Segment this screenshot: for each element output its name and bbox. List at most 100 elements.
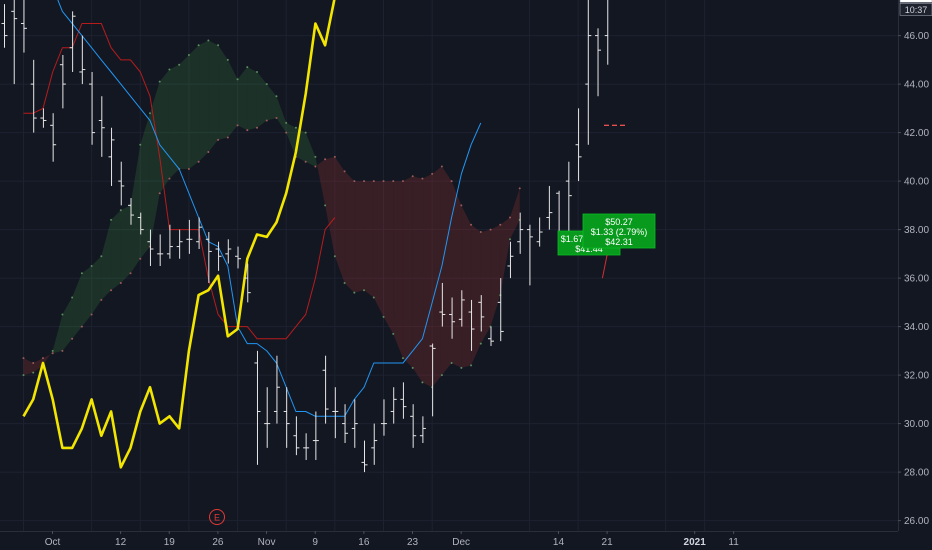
price-axis[interactable]: USD26.0028.0030.0032.0034.0036.0038.0040… [898,0,932,550]
last-price-label[interactable]: 47.62 10:37 [899,0,932,16]
ohlc-bar [312,411,319,460]
cloud-segment-bearish [510,188,520,240]
price-tick-label: 28.00 [904,468,929,479]
tenkan-line [57,0,482,417]
time-tick-label: 26 [212,537,224,548]
span-b-dot [421,177,424,180]
price-tick-label: 34.00 [904,322,929,333]
ohlc-bar [303,433,310,460]
ohlc-bars [1,0,609,473]
span-b-dot [256,126,259,129]
ohlc-bar [40,108,47,128]
span-b-dot [100,298,103,301]
span-a-dot [71,296,74,299]
ohlc-bar [30,59,37,133]
ohlc-bar [468,299,475,351]
time-tick-label: 16 [358,537,370,548]
ohlc-bar [585,0,592,145]
span-a-dot [100,255,103,258]
cloud-segment-bullish [179,55,189,169]
time-tick-label: Dec [452,537,470,548]
span-a-dot [178,63,181,66]
span-b-dot [382,180,385,183]
cloud-segment-bearish [383,181,394,334]
span-a-dot [265,83,268,86]
span-b-dot [372,180,375,183]
span-a-dot [32,371,35,374]
span-b-dot [499,223,502,226]
ohlc-bar [536,217,543,247]
span-a-dot [246,66,249,69]
span-b-dot [333,155,336,158]
span-b-dot [509,216,511,219]
ohlc-bar [604,0,609,65]
span-b-dot [304,160,307,163]
time-tick-label: 11 [728,537,739,548]
cloud-segment-bearish [471,224,481,366]
last-price-bg [899,0,932,3]
ohlc-bar [137,212,144,235]
price-tick-label: 40.00 [904,177,929,188]
span-b-dot [119,281,122,284]
cloud-segment-bearish [432,166,442,388]
ohlc-bar [517,212,524,254]
ohlc-bar [380,399,387,436]
ohlc-bar [20,0,27,53]
cloud-segment-bullish [286,122,296,157]
ohlc-bar [565,161,572,242]
span-a-dot [207,39,210,42]
cloud-segment-bearish [461,205,472,368]
span-a-dot [363,289,366,292]
ohlc-bar [244,263,251,303]
ohlc-bar [79,35,86,85]
span-b-dot [324,158,327,161]
cloud-segment-bearish [373,181,384,317]
cloud-segment-bullish [169,64,180,179]
span-b-dot [71,337,74,340]
span-b-dot [411,175,414,178]
cloud-segment-bearish [33,358,43,373]
ohlc-bar [283,387,290,448]
ohlc-bar [205,232,212,283]
time-tick-label: Nov [258,537,276,548]
price-tick-label: 36.00 [904,274,929,285]
span-a-dot [51,349,54,352]
ohlc-bar [400,382,407,419]
earnings-marker[interactable]: E [209,509,225,525]
time-axis[interactable]: Oct 12 19 26 Nov 9 16 23 Dec 14 21 2021 11 [0,531,898,550]
ohlc-bar [196,217,203,249]
cloud-segment-bearish [325,156,335,257]
price-tick-label: 30.00 [904,419,929,430]
span-a-dot [304,131,307,134]
span-a-dot [168,68,171,71]
cloud-segment-bearish [23,358,34,376]
span-a-dot [294,126,297,129]
span-b-dot [343,170,346,173]
cloud-segment-bearish [364,181,374,298]
time-axis-bg [0,531,898,550]
price-axis-bg [898,0,932,550]
span-b-dot [226,136,229,139]
tooltip-upper-bg [582,213,656,249]
span-a-dot [236,78,239,81]
ohlc-bar [264,387,271,448]
span-a-dot [509,238,511,241]
time-tick-label: 2021 [684,537,707,548]
ohlc-bar [108,127,115,186]
cloud-segment-bearish [490,224,501,327]
ohlc-bar [293,416,300,456]
span-b-dot [518,187,521,190]
time-tick-label: 21 [602,537,614,548]
time-tick-label: 9 [312,537,318,548]
ohlc-bar [507,241,514,279]
price-tooltips: $1.67 (3.72%)$41.44$50.27$1.33 (2.79%)$4… [557,213,656,256]
span-b-dot [168,177,171,180]
price-tick-label: 32.00 [904,371,929,382]
tooltip-upper[interactable]: $50.27$1.33 (2.79%)$42.31 [582,213,656,249]
cloud-segment-bearish [412,176,423,383]
cloud-segment-bullish [72,273,82,339]
span-b-dot [285,131,288,134]
cloud-segment-bullish [149,81,160,247]
